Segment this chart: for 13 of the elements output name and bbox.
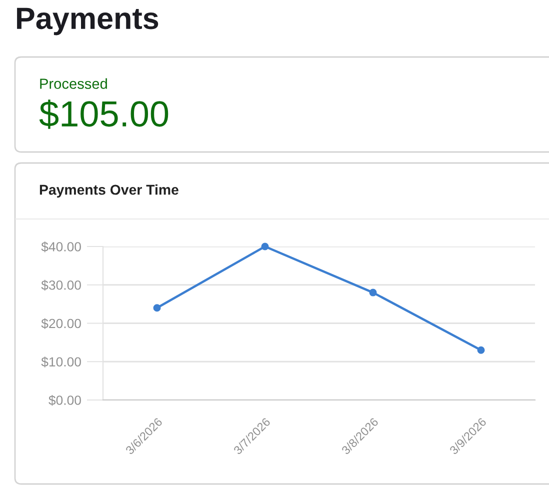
text: Processed	[40, 78, 107, 89]
y-tick-label: $40.00	[41, 242, 81, 252]
text: $105.00	[39, 100, 168, 129]
y-tick-label: $0.00	[48, 395, 81, 406]
y-tick-label: $10.00	[41, 356, 81, 368]
point	[369, 288, 377, 296]
point	[477, 346, 485, 354]
y-tick-label: $20.00	[41, 318, 81, 329]
point	[153, 304, 161, 312]
point	[261, 242, 269, 250]
text: Payments	[17, 8, 158, 36]
chart-title: Payments Over Time	[40, 184, 178, 198]
y-tick-label: $30.00	[41, 280, 81, 291]
